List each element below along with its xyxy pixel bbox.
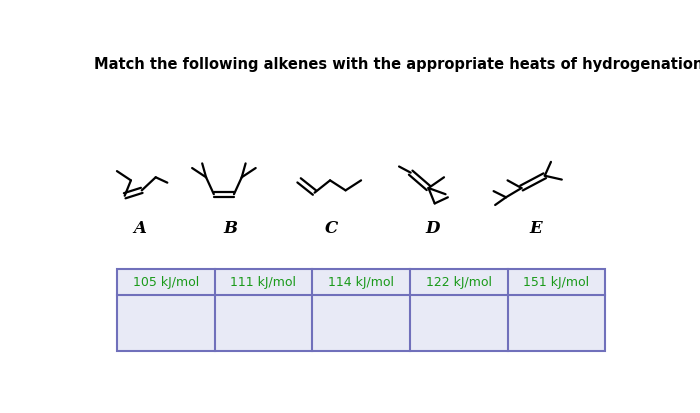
Text: E: E — [529, 219, 542, 236]
Text: B: B — [224, 219, 238, 236]
Text: 111 kJ/mol: 111 kJ/mol — [230, 276, 296, 289]
Text: D: D — [425, 219, 440, 236]
Text: 114 kJ/mol: 114 kJ/mol — [328, 276, 394, 289]
Text: 151 kJ/mol: 151 kJ/mol — [524, 276, 589, 289]
Text: 105 kJ/mol: 105 kJ/mol — [133, 276, 199, 289]
Text: C: C — [325, 219, 338, 236]
Text: 122 kJ/mol: 122 kJ/mol — [426, 276, 491, 289]
Text: A: A — [134, 219, 146, 236]
Text: Match the following alkenes with the appropriate heats of hydrogenation.: Match the following alkenes with the app… — [94, 57, 700, 72]
FancyBboxPatch shape — [117, 269, 606, 351]
